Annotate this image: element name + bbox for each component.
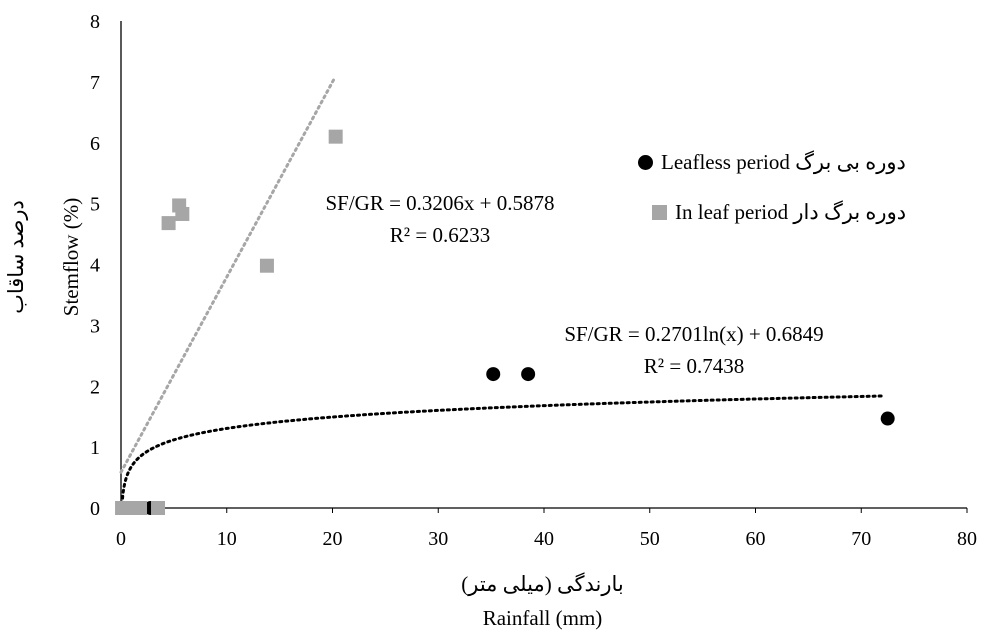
x-tick-label: 80: [957, 528, 977, 550]
x-tick-label: 30: [428, 528, 448, 550]
x-tick-label: 40: [534, 528, 554, 550]
y-tick-label: 4: [90, 255, 100, 277]
x-axis-title-en: Rainfall (mm): [482, 606, 603, 630]
inleaf-point: [328, 129, 343, 144]
x-tick-labels: 0 10 20 30 40 50 60 70 80: [116, 528, 977, 550]
y-tick-labels: 0 1 2 3 4 5 6 7 8: [90, 11, 100, 520]
x-tick-label: 60: [746, 528, 766, 550]
x-tick-label: 70: [851, 528, 871, 550]
trendline-equations: SF/GR = 0.3206x + 0.5878 R² = 0.6233 SF/…: [325, 191, 823, 378]
data-points: [115, 129, 895, 515]
leafless-point: [880, 411, 895, 426]
y-tick-label: 2: [90, 376, 100, 398]
y-tick-label: 6: [90, 133, 100, 155]
legend-circle-marker: [638, 155, 653, 170]
legend-leafless: دوره بی برگ Leafless period: [638, 150, 906, 175]
y-tick-label: 0: [90, 498, 100, 520]
trendlines: [119, 76, 887, 506]
y-tick-label: 1: [90, 437, 100, 459]
inleaf-point: [175, 206, 190, 221]
leafless-r2: R² = 0.7438: [644, 354, 744, 378]
x-tick-label: 10: [217, 528, 237, 550]
leafless-point: [486, 367, 501, 382]
y-tick-label: 7: [90, 72, 100, 94]
y-tick-label: 8: [90, 11, 100, 33]
leafless-equation: SF/GR = 0.2701ln(x) + 0.6849: [564, 322, 823, 346]
legend-inleaf: دوره برگ دار In leaf period: [652, 200, 906, 225]
x-axis-title-fa: بارندگی (میلی متر): [461, 572, 624, 596]
leafless-point: [521, 367, 536, 382]
inleaf-point: [122, 501, 137, 515]
y-tick-label: 3: [90, 315, 100, 337]
inleaf-trendline: [119, 76, 337, 474]
x-tick-label: 50: [640, 528, 660, 550]
legend-leafless-label: دوره بی برگ Leafless period: [661, 150, 906, 174]
x-tick-label: 20: [323, 528, 343, 550]
leafless-trendline: [120, 394, 887, 506]
inleaf-r2: R² = 0.6233: [390, 223, 490, 247]
x-tick-label: 0: [116, 528, 126, 550]
inleaf-equation: SF/GR = 0.3206x + 0.5878: [325, 191, 554, 215]
y-axis-title-fa: درصد ساقاب: [4, 200, 28, 314]
inleaf-point: [259, 258, 274, 273]
y-tick-label: 5: [90, 194, 100, 216]
inleaf-point: [161, 216, 176, 231]
legend-square-marker: [652, 205, 667, 220]
inleaf-point: [133, 501, 148, 515]
axes: [120, 21, 968, 513]
inleaf-point: [151, 501, 166, 515]
legend-inleaf-label: دوره برگ دار In leaf period: [675, 200, 907, 224]
y-axis-title-en: Stemflow (%): [59, 197, 83, 317]
